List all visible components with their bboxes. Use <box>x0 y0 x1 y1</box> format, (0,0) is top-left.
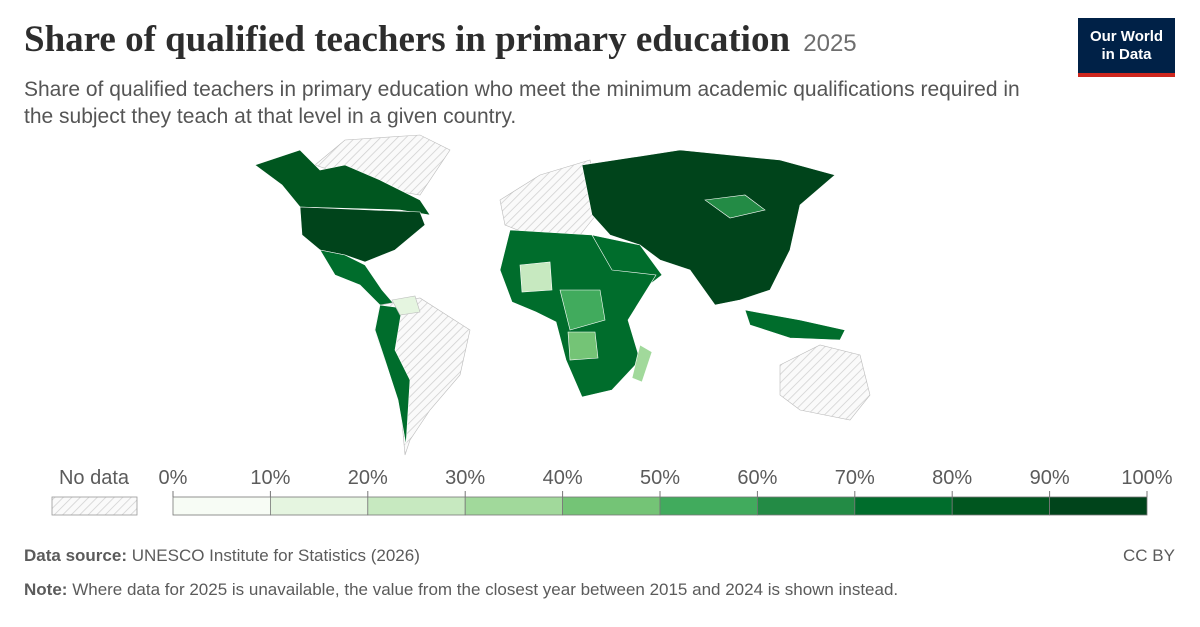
source-text[interactable]: UNESCO Institute for Statistics (2026) <box>131 546 420 565</box>
legend-tick-label: 50% <box>640 467 680 489</box>
source: Data source: UNESCO Institute for Statis… <box>24 546 420 566</box>
usa[interactable] <box>299 206 426 263</box>
madagascar[interactable] <box>631 344 653 383</box>
legend-tick-label: 90% <box>1030 467 1070 489</box>
canada[interactable] <box>254 149 431 216</box>
legend-bin[interactable] <box>951 496 1051 516</box>
subtitle: Share of qualified teachers in primary e… <box>24 78 1020 128</box>
legend-bin[interactable] <box>1049 496 1148 516</box>
legend-bin[interactable] <box>172 496 271 516</box>
angola[interactable] <box>567 331 599 361</box>
license[interactable]: CC BY <box>1123 546 1175 565</box>
legend-tick-label: 70% <box>835 467 875 489</box>
title-year: 2025 <box>803 30 857 57</box>
legend-bin[interactable] <box>269 496 369 516</box>
note-label: Note: <box>24 580 68 599</box>
venezuela[interactable] <box>391 295 421 316</box>
legend-bin[interactable] <box>367 496 466 516</box>
title-text: Share of qualified teachers in primary e… <box>24 19 791 60</box>
legend-tick-label: 80% <box>932 467 972 489</box>
legend-bin[interactable] <box>464 496 564 516</box>
sahel[interactable] <box>519 261 553 293</box>
mongolia[interactable] <box>704 194 766 219</box>
legend-tick-label: 60% <box>737 467 777 489</box>
source-label: Data source: <box>24 546 127 565</box>
legend-tick-label: 0% <box>159 467 188 489</box>
logo-line: in Data <box>1101 46 1152 63</box>
note: Note: Where data for 2025 is unavailable… <box>24 580 898 600</box>
legend-tick-label: 30% <box>445 467 485 489</box>
logo[interactable]: Our World in Data <box>1078 18 1175 77</box>
central-africa[interactable] <box>559 289 606 331</box>
countries <box>254 134 871 456</box>
asia[interactable] <box>581 149 836 306</box>
legend-bin[interactable] <box>757 496 856 516</box>
legend-bin[interactable] <box>659 496 758 516</box>
legend-bin[interactable] <box>854 496 953 516</box>
title: Share of qualified teachers in primary e… <box>24 18 857 61</box>
no-data-swatch <box>51 496 138 516</box>
note-text: Where data for 2025 is unavailable, the … <box>72 580 899 599</box>
no-data-label: No data <box>59 467 130 489</box>
legend-tick-label: 10% <box>250 467 290 489</box>
legend-tick-label: 100% <box>1121 467 1172 489</box>
europe[interactable] <box>499 159 601 236</box>
indonesia[interactable] <box>744 309 846 341</box>
logo-line: Our World <box>1089 28 1164 45</box>
legend-bin[interactable] <box>562 496 661 516</box>
andes[interactable] <box>374 304 411 446</box>
legend-tick-label: 40% <box>543 467 583 489</box>
legend-tick-label: 20% <box>348 467 388 489</box>
australia[interactable] <box>779 344 871 421</box>
